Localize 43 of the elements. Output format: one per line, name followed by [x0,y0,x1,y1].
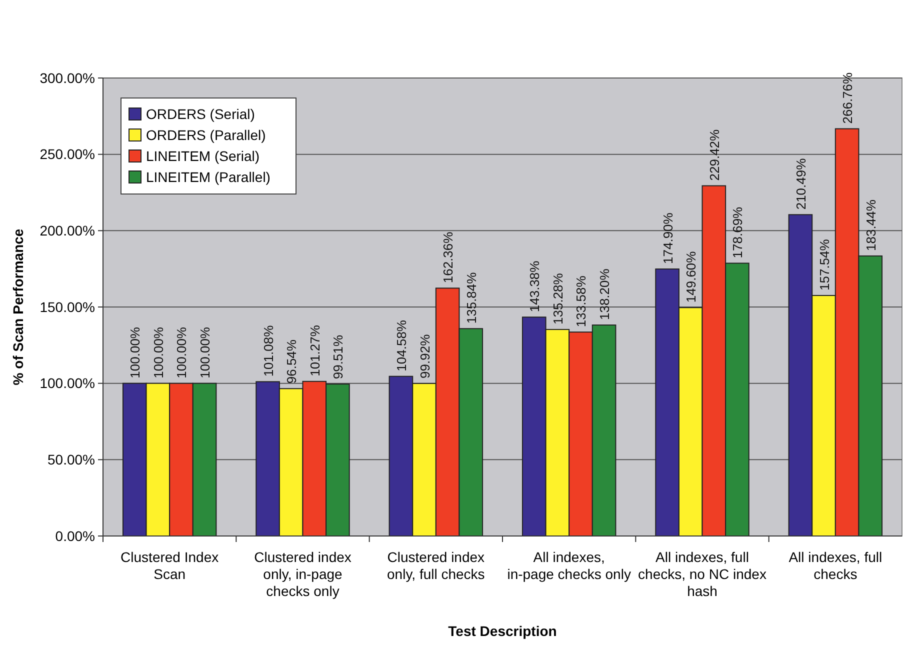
data-label: 100.00% [174,326,190,378]
legend-label: ORDERS (Serial) [146,106,255,122]
y-tick-label: 200.00% [40,222,95,239]
legend-label: ORDERS (Parallel) [146,127,266,143]
x-tick-label: All indexes, full checks, no NC index hash [638,549,766,599]
y-tick-label: 150.00% [40,298,95,315]
data-label: 183.44% [863,199,878,251]
x-axis-title: Test Description [448,623,557,639]
x-tick-label: Clustered Index Scan [120,549,219,582]
y-tick-label: 300.00% [40,70,95,86]
data-label: 99.51% [330,334,346,380]
y-tick-label: 100.00% [40,375,95,392]
data-label: 143.38% [527,260,542,312]
data-label: 100.00% [150,326,166,378]
x-tick-label: Clustered index only, in-page checks only [254,549,352,599]
data-label: 229.42% [706,128,722,181]
x-tick-label: Clustered index only, full checks [387,549,485,582]
y-axis-title: % of Scan Performance [10,228,26,386]
data-label: 135.28% [550,272,566,324]
data-label: 104.58% [394,320,409,372]
data-label: 266.76% [840,72,856,124]
y-tick-label: 50.00% [48,452,95,468]
data-label: 174.90% [660,212,676,264]
legend-label: LINEITEM (Serial) [146,148,260,164]
data-label: 101.08% [260,324,276,377]
data-label: 133.58% [574,275,589,328]
data-label: 100.00% [128,326,143,378]
data-label: 100.00% [198,326,213,378]
data-label: 210.49% [793,158,808,210]
y-tick-label: 0.00% [55,528,95,544]
data-label: 138.20% [597,268,612,320]
x-tick-label: All indexes, full checks [788,549,882,582]
x-tick-label: All indexes, in-page checks only [507,549,631,582]
data-label: 149.60% [684,250,699,303]
data-label: 96.54% [284,339,300,384]
data-label: 99.92% [417,334,432,378]
data-label: 101.27% [307,324,322,376]
data-label: 135.84% [464,272,479,324]
data-label: 162.36% [440,231,456,284]
data-label: 178.69% [730,206,746,258]
data-label: 157.54% [816,238,832,290]
legend-label: LINEITEM (Parallel) [146,169,270,185]
y-tick-label: 250.00% [40,146,95,162]
